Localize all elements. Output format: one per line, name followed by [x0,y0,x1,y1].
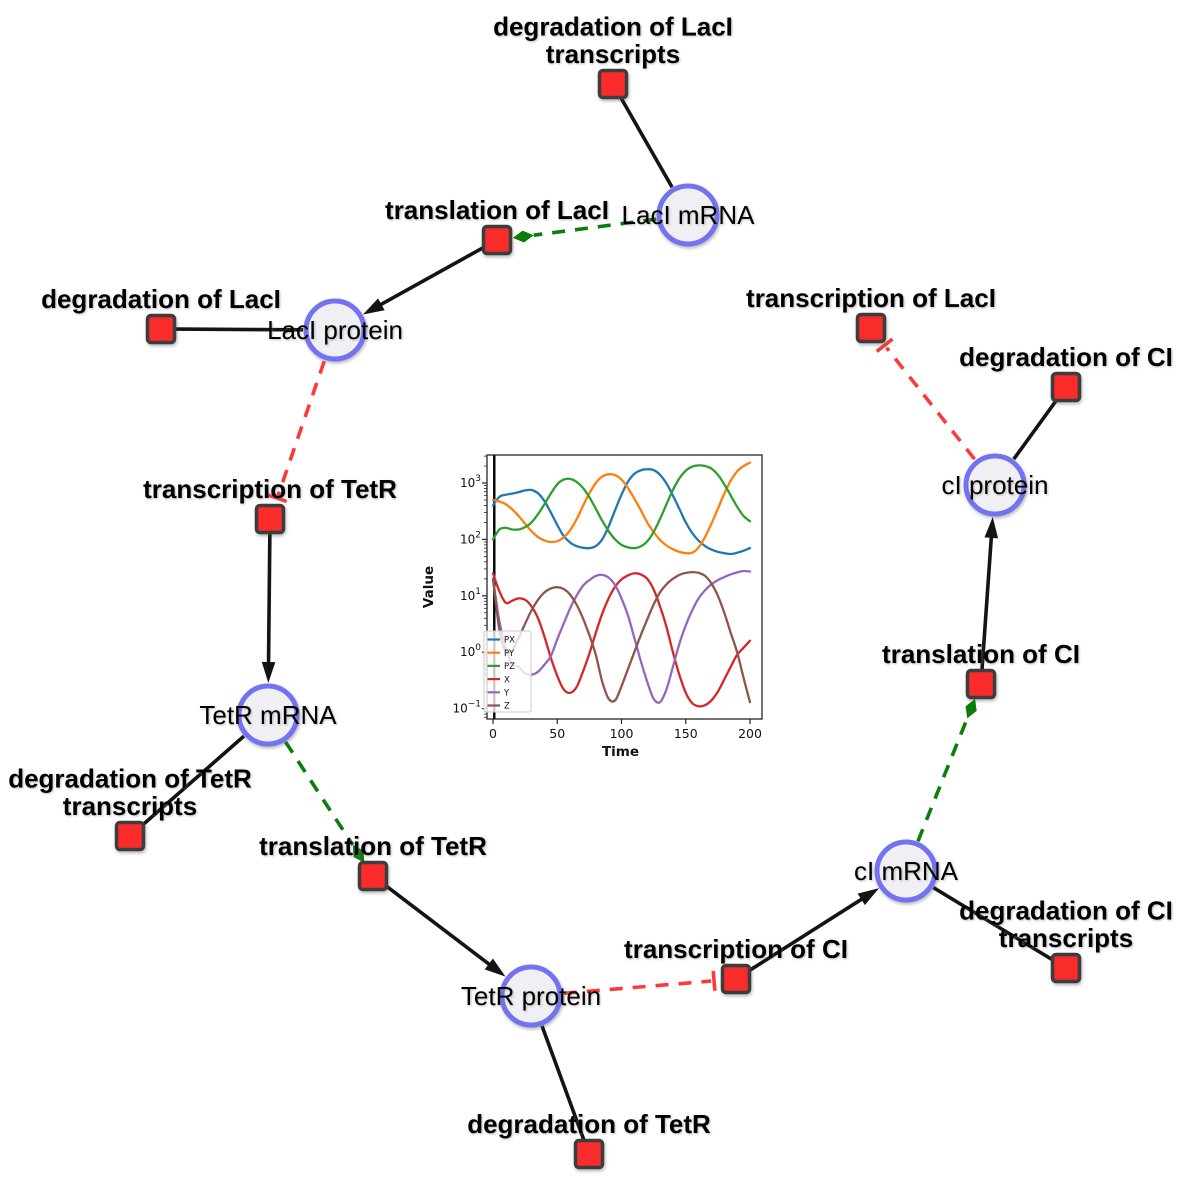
series-Y-line [491,569,752,704]
reaction-label-deg_ci_tx: transcripts [999,923,1133,953]
edge-transl_laci-laci_protein-arrowhead [362,298,385,315]
reaction-label-transl_tetr: translation of TetR [259,831,487,861]
species-node-laci_protein[interactable] [303,298,367,362]
edge-laci_mrna-transl_laci [533,217,657,237]
series-layer [491,461,752,708]
species-node-laci_mrna[interactable] [656,183,720,247]
reaction-node-txn_ci[interactable] [720,963,752,995]
series-PX-line [491,468,752,556]
species-label-laci_mrna: LacI mRNA [622,200,756,230]
reaction-node-transl_laci[interactable] [481,224,513,256]
edge-laci_protein-txn_tetr-tbar [267,493,288,504]
edge-tetr_protein-txn_ci-tbar [711,970,717,991]
edge-ci_protein-txn_laci-tbar [875,337,894,353]
reaction-node-deg_tetr[interactable] [573,1138,605,1170]
edge-txn_ci-ci_mrna [747,896,865,973]
labels-layer: degradation of LacItranscriptstranslatio… [8,12,1173,1140]
reaction-node-txn_laci[interactable] [855,312,887,344]
reaction-label-deg_tetr_tx: transcripts [63,791,197,821]
edge-ci_protein-deg_ci [1012,398,1059,461]
species-node-ci_mrna[interactable] [874,839,938,903]
x-tick-label: 0 [489,726,497,741]
edge-txn_tetr-tetr_mrna [266,533,272,666]
edge-transl_laci-laci_protein [377,245,485,308]
edge-tetr_mrna-transl_tetr [283,740,355,846]
reaction-label-txn_ci: transcription of CI [624,934,848,964]
nodes-layer [114,68,1082,1170]
edge-laci_protein-deg_laci [175,327,304,332]
edge-ci_mrna-transl_ci [916,717,969,842]
series-PY-line [491,461,752,555]
series-Z-line [491,570,752,704]
reaction-node-deg_laci[interactable] [145,313,177,345]
reaction-label-deg_tetr: degradation of TetR [467,1109,711,1139]
x-tick-label: 50 [549,726,565,741]
edges-layer [140,96,1059,1141]
species-label-ci_mrna: cI mRNA [854,856,959,886]
species-node-tetr_mrna[interactable] [236,683,300,747]
reaction-label-transl_laci: translation of LacI [385,195,609,225]
edge-transl_tetr-tetr_protein [383,883,493,968]
edge-ci_mrna-transl_ci-diamond [965,698,977,719]
series-X-line [491,572,752,708]
reaction-label-deg_laci_tx: transcripts [546,39,680,69]
species-node-tetr_protein[interactable] [499,964,563,1028]
reaction-node-txn_tetr[interactable] [254,503,286,535]
x-tick-label: 150 [674,726,698,741]
reaction-node-deg_laci_tx[interactable] [597,68,629,100]
reaction-label-deg_laci_tx: degradation of LacI [493,12,733,42]
edge-ci_mrna-deg_ci_tx [932,886,1055,962]
legend-label-PX: PX [504,636,515,646]
x-axis-label: Time [602,744,639,760]
legend-label-PY: PY [504,649,515,659]
edge-tetr_mrna-deg_tetr_tx [140,734,246,828]
legend-label-PZ: PZ [504,662,515,672]
edge-tetr_protein-deg_tetr [540,1025,586,1141]
edge-laci_mrna-deg_laci_tx [618,96,674,189]
reaction-node-transl_tetr[interactable] [357,860,389,892]
reaction-label-deg_ci_tx: degradation of CI [959,896,1173,926]
x-tick-label: 200 [738,726,762,741]
time-course-inset-chart: 0 50 100 150 20010310210110010−1TimeValuePXP… [421,454,763,760]
species-label-tetr_mrna: TetR mRNA [199,700,337,730]
reaction-node-deg_ci[interactable] [1050,371,1082,403]
species-label-laci_protein: LacI protein [267,315,403,345]
species-label-tetr_protein: TetR protein [461,981,601,1011]
reaction-label-txn_tetr: transcription of TetR [143,474,397,504]
reaction-node-transl_ci[interactable] [965,668,997,700]
edge-transl_ci-ci_protein-arrowhead [984,516,999,539]
edge-laci_mrna-transl_laci-diamond [512,230,534,243]
edge-tetr_mrna-transl_tetr-diamond [352,845,365,863]
y-tick-label: 101 [460,587,481,603]
edge-transl_tetr-tetr_protein-arrowhead [484,958,506,977]
legend-label-Y: Y [503,689,510,699]
y-tick-label: 100 [460,643,481,659]
edge-transl_ci-ci_protein [980,534,994,670]
reaction-label-transl_ci: translation of CI [882,639,1080,669]
legend: PX PY PZ XYZ [483,630,532,713]
x-tick-label: 100 [610,726,634,741]
edge-laci_protein-txn_tetr [276,360,326,496]
y-axis-label: Value [421,566,437,608]
series-PZ-line [491,464,752,550]
y-tick-label: 103 [460,474,481,490]
species-node-ci_protein[interactable] [963,453,1027,517]
reaction-label-deg_laci: degradation of LacI [41,284,281,314]
y-tick-label: 10−1 [452,700,481,716]
reaction-label-deg_ci: degradation of CI [959,342,1173,372]
legend-label-Z: Z [504,702,510,712]
edge-txn_tetr-tetr_mrna-arrowhead [261,661,276,684]
species-label-ci_protein: cI protein [942,470,1049,500]
y-tick-label: 102 [460,530,481,546]
edge-ci_protein-txn_laci [885,346,976,461]
reaction-node-deg_ci_tx[interactable] [1050,952,1082,984]
reaction-label-deg_tetr_tx: degradation of TetR [8,764,252,794]
edge-tetr_protein-txn_ci [563,979,712,996]
legend-label-X: X [504,675,510,685]
edge-txn_ci-ci_mrna-arrowhead [857,888,879,906]
reaction-label-txn_laci: transcription of LacI [746,283,996,313]
reaction-node-deg_tetr_tx[interactable] [114,820,146,852]
